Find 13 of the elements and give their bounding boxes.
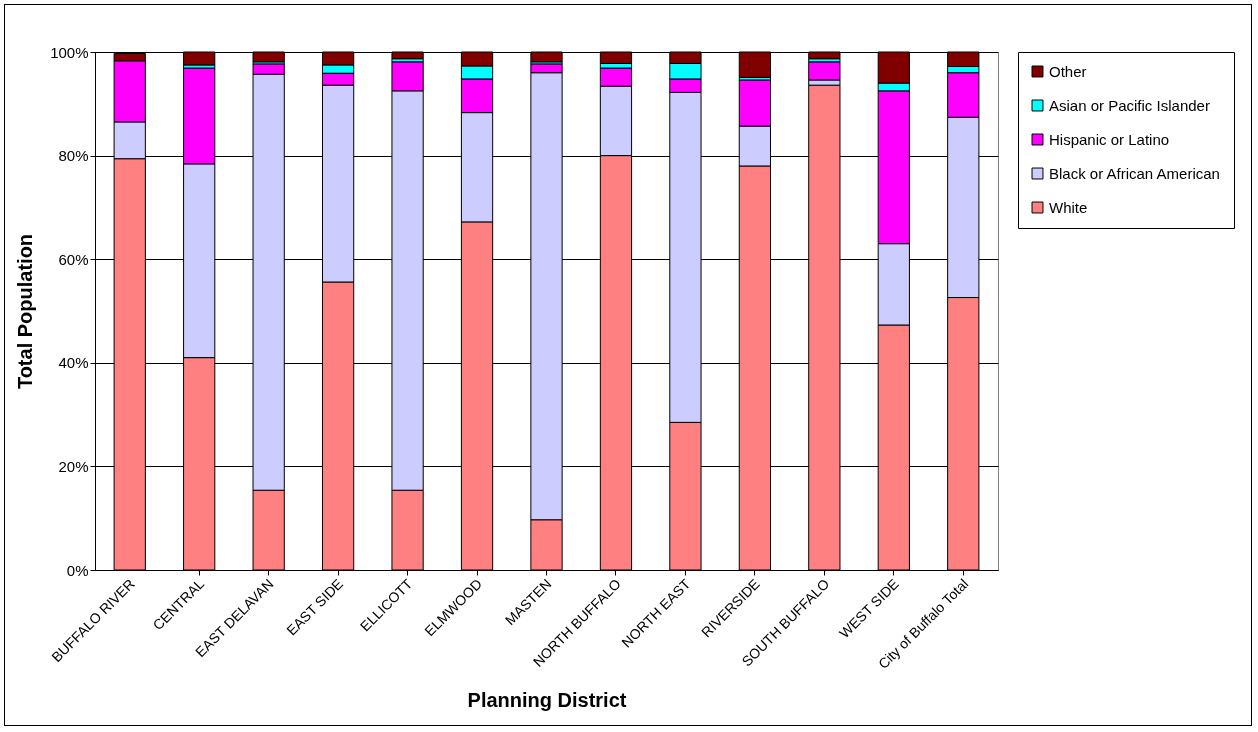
y-tick-label: 0% xyxy=(66,561,89,579)
x-axis-title: Planning District xyxy=(467,689,627,711)
legend-label: Other xyxy=(1049,62,1087,80)
legend-label: Black or African American xyxy=(1049,164,1220,182)
y-tick-label: 20% xyxy=(58,457,89,475)
legend-label: White xyxy=(1049,198,1088,216)
legend-label: Asian or Pacific Islander xyxy=(1049,96,1210,114)
y-tick-label: 40% xyxy=(58,354,89,372)
legend-label: Hispanic or Latino xyxy=(1049,130,1170,148)
y-tick-label: 60% xyxy=(58,250,89,268)
y-tick-label: 80% xyxy=(58,147,89,165)
y-axis-title: Total Population xyxy=(14,233,37,390)
y-tick-label: 100% xyxy=(50,43,89,61)
